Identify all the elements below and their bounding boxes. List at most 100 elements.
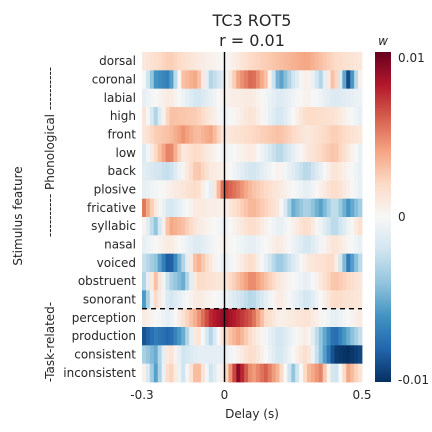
heatmap-cell: [283, 290, 288, 310]
heatmap-cell: [142, 88, 147, 108]
heatmap-cell: [303, 107, 308, 126]
heatmap-cell: [358, 253, 363, 273]
heatmap-cell: [248, 345, 253, 365]
heatmap-cell: [263, 308, 269, 328]
heatmap-cell: [358, 125, 363, 145]
heatmap-cell: [342, 253, 347, 273]
heatmap-cell: [255, 235, 261, 255]
heatmap-cell: [161, 308, 166, 328]
heatmap-cell: [177, 253, 182, 273]
heatmap-cell: [303, 217, 308, 236]
heatmap-cell: [232, 272, 237, 291]
row-label-labial: labial: [104, 91, 136, 105]
heatmap-cell: [220, 125, 225, 145]
heatmap-cell: [314, 143, 320, 163]
heatmap-cell: [208, 363, 214, 383]
heatmap-cell: [358, 162, 363, 181]
heatmap-cell: [149, 180, 155, 200]
row-label-dorsal: dorsal: [99, 54, 136, 68]
heatmap-cell: [153, 217, 159, 236]
heatmap-cell: [310, 143, 316, 163]
heatmap-cell: [240, 253, 245, 273]
heatmap-cell: [149, 162, 155, 181]
heatmap-cell: [145, 253, 151, 273]
heatmap-cell: [248, 52, 253, 71]
heatmap-cell: [236, 253, 241, 273]
heatmap-cell: [149, 253, 155, 273]
heatmap-cell: [291, 162, 296, 181]
heatmap-cell: [283, 272, 288, 291]
heatmap-cell: [358, 235, 363, 255]
heatmap-row-obstruent: [142, 272, 363, 291]
heatmap-cell: [334, 345, 339, 365]
heatmap-cell: [212, 308, 218, 328]
heatmap-cell: [354, 198, 359, 218]
heatmap-cell: [326, 345, 331, 365]
heatmap-cell: [142, 217, 147, 236]
heatmap-cell: [220, 198, 225, 218]
heatmap-cell: [318, 272, 324, 291]
heatmap-cell: [228, 125, 233, 145]
heatmap-cell: [173, 198, 178, 218]
heatmap-cell: [228, 327, 233, 346]
heatmap-cell: [145, 235, 151, 255]
heatmap-cell: [232, 52, 237, 71]
heatmap-cell: [189, 363, 194, 383]
heatmap-cell: [193, 253, 198, 273]
heatmap-cell: [358, 88, 363, 108]
heatmap-cell: [338, 308, 343, 328]
heatmap-cell: [220, 52, 225, 71]
heatmap-cell: [326, 198, 331, 218]
heatmap-cell: [295, 162, 300, 181]
heatmap-cell: [240, 107, 245, 126]
heatmap-cell: [169, 217, 174, 236]
heatmap-cell: [330, 162, 335, 181]
heatmap-cell: [279, 143, 284, 163]
heatmap-cell: [157, 327, 163, 346]
heatmap-cell: [303, 235, 308, 255]
heatmap-cell: [342, 217, 347, 236]
heatmap-cell: [307, 363, 312, 383]
heatmap-cell: [204, 125, 210, 145]
heatmap-cell: [173, 107, 178, 126]
heatmap-cell: [193, 143, 198, 163]
heatmap-cell: [358, 272, 363, 291]
row-label-syllabic: syllabic: [91, 219, 136, 233]
heatmap-cell: [350, 180, 355, 200]
heatmap-cell: [177, 107, 182, 126]
heatmap-cell: [322, 290, 328, 310]
heatmap-cell: [283, 308, 288, 328]
heatmap-cell: [165, 272, 170, 291]
heatmap-cell: [338, 253, 343, 273]
heatmap-cell: [275, 88, 280, 108]
heatmap-cell: [189, 272, 194, 291]
heatmap-cell: [271, 198, 276, 218]
heatmap-cell: [346, 198, 351, 218]
group-label-task-related: -Task-related-: [43, 302, 57, 382]
heatmap-cell: [334, 180, 339, 200]
heatmap-cell: [145, 217, 151, 236]
heatmap-cell: [326, 290, 331, 310]
heatmap-cell: [236, 143, 241, 163]
heatmap-cell: [350, 198, 355, 218]
heatmap-cell: [322, 52, 328, 71]
heatmap-cell: [248, 272, 253, 291]
heatmap-cell: [200, 272, 206, 291]
heatmap-cell: [153, 345, 159, 365]
heatmap-cell: [350, 345, 355, 365]
heatmap-cell: [189, 125, 194, 145]
heatmap-cell: [200, 217, 206, 236]
heatmap-cell: [208, 253, 214, 273]
heatmap-cell: [185, 88, 190, 108]
heatmap-cell: [342, 272, 347, 291]
heatmap-cell: [173, 363, 178, 383]
heatmap-cell: [342, 125, 347, 145]
heatmap-cell: [287, 70, 292, 90]
heatmap-cell: [197, 198, 202, 218]
x-tick-labels: -0.3 0 0.5: [130, 388, 371, 402]
heatmap-cell: [244, 253, 249, 273]
heatmap-cell: [145, 345, 151, 365]
colorbar-tick-labels: 0.01 0 -0.01: [398, 51, 429, 387]
heatmap-cell: [263, 272, 269, 291]
heatmap-cell: [334, 143, 339, 163]
